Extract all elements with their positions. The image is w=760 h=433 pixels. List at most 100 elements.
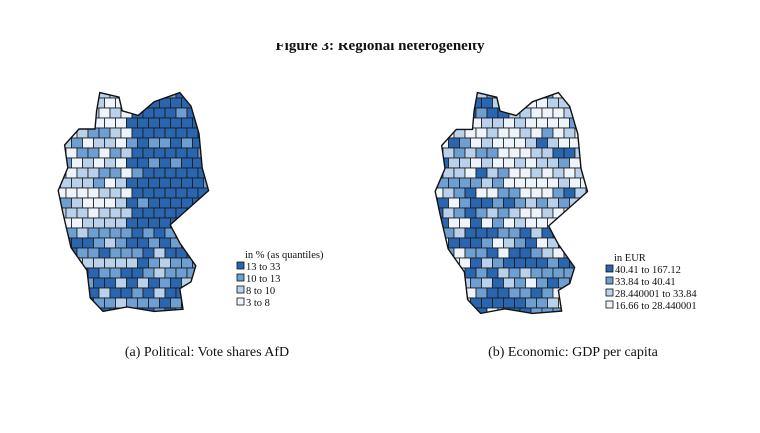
region — [453, 287, 466, 299]
legend-label: 8 to 10 — [246, 286, 275, 297]
region — [530, 167, 543, 179]
region — [186, 127, 199, 139]
region — [459, 157, 471, 169]
region — [547, 177, 559, 189]
region — [435, 307, 444, 314]
region — [170, 277, 182, 289]
region — [186, 207, 199, 219]
region — [71, 237, 83, 249]
region — [131, 167, 144, 179]
region — [58, 187, 67, 199]
region — [547, 297, 559, 309]
region — [525, 217, 537, 229]
region — [508, 207, 521, 219]
map-economic — [435, 92, 588, 314]
region — [514, 237, 526, 249]
region — [120, 92, 133, 99]
region — [503, 237, 515, 249]
region — [203, 97, 209, 109]
region — [470, 157, 482, 169]
region — [442, 187, 455, 199]
region — [497, 247, 510, 259]
region — [492, 197, 504, 209]
region — [503, 177, 515, 189]
region — [442, 287, 455, 299]
region — [563, 92, 576, 99]
region — [481, 117, 493, 129]
region — [435, 157, 438, 169]
region — [585, 307, 588, 314]
region — [525, 177, 537, 189]
region — [541, 227, 554, 239]
region — [58, 247, 67, 259]
region — [541, 167, 554, 179]
region — [93, 277, 105, 289]
region — [164, 247, 177, 259]
region — [153, 287, 166, 299]
region — [514, 197, 526, 209]
region — [492, 157, 504, 169]
region — [98, 287, 111, 299]
region — [137, 237, 149, 249]
legend-swatch — [236, 297, 245, 306]
region — [181, 157, 193, 169]
region — [126, 137, 138, 149]
region — [481, 137, 493, 149]
region — [104, 257, 116, 269]
region — [137, 277, 149, 289]
region — [547, 277, 559, 289]
region — [574, 287, 587, 299]
region — [530, 92, 543, 99]
region — [497, 287, 510, 299]
region — [580, 277, 588, 289]
region — [203, 237, 209, 249]
region — [585, 207, 588, 219]
legend-label: 10 to 13 — [246, 274, 280, 285]
region — [503, 97, 515, 109]
region — [453, 147, 466, 159]
region — [131, 127, 144, 139]
region — [519, 207, 532, 219]
region — [563, 207, 576, 219]
region — [497, 127, 510, 139]
region — [120, 187, 133, 199]
region — [481, 177, 493, 189]
region — [104, 157, 116, 169]
region — [208, 92, 209, 99]
region — [442, 267, 455, 279]
region — [508, 187, 521, 199]
region — [435, 107, 444, 119]
region — [486, 167, 499, 179]
region — [514, 297, 526, 309]
region — [536, 117, 548, 129]
region — [508, 167, 521, 179]
region — [120, 227, 133, 239]
region — [109, 207, 122, 219]
region — [536, 137, 548, 149]
region — [481, 217, 493, 229]
region — [492, 117, 504, 129]
region — [109, 267, 122, 279]
region — [497, 267, 510, 279]
region — [208, 287, 209, 299]
region — [437, 97, 449, 109]
region — [574, 307, 587, 314]
region — [137, 117, 149, 129]
region — [464, 247, 477, 259]
region — [552, 147, 565, 159]
region — [464, 227, 477, 239]
region — [197, 307, 209, 312]
region — [58, 257, 61, 269]
region — [109, 127, 122, 139]
region — [470, 277, 482, 289]
region — [76, 107, 89, 119]
region — [574, 187, 587, 199]
region — [126, 117, 138, 129]
region — [563, 227, 576, 239]
region — [192, 277, 204, 289]
region — [547, 97, 559, 109]
region — [475, 207, 488, 219]
region — [93, 177, 105, 189]
region — [481, 237, 493, 249]
region — [514, 97, 526, 109]
